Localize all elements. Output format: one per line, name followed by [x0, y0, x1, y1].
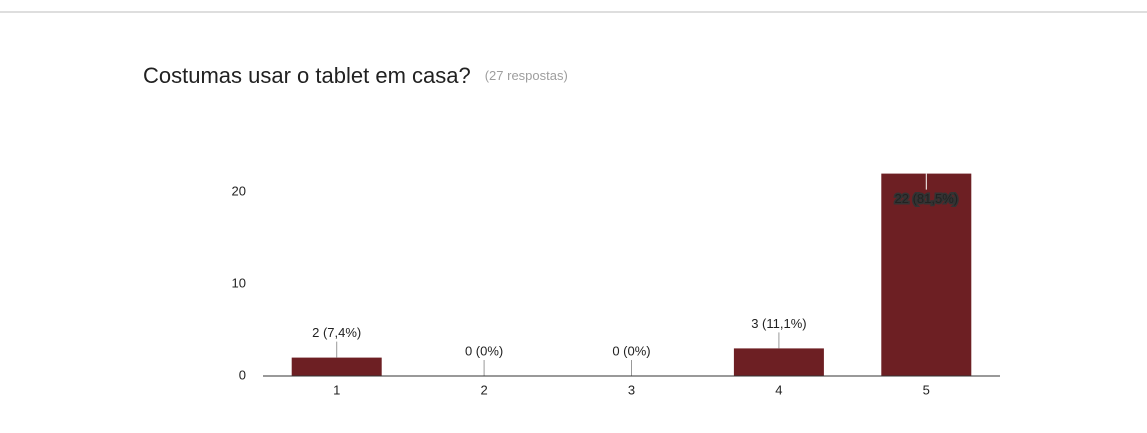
value-label: 2 (7,4%)	[312, 325, 361, 340]
chart-subtitle: (27 respostas)	[485, 68, 568, 83]
bar	[733, 348, 824, 376]
y-tick-label: 0	[239, 367, 246, 382]
x-tick-label: 4	[775, 382, 782, 397]
x-tick-label: 3	[628, 382, 635, 397]
x-tick-label: 1	[333, 382, 340, 397]
y-tick-label: 20	[232, 183, 246, 198]
x-tick-label: 2	[480, 382, 487, 397]
x-tick-label: 5	[923, 382, 930, 397]
value-label: 22 (81,5%)	[895, 191, 959, 206]
value-label: 3 (11,1%)	[751, 316, 806, 331]
value-label: 0 (0%)	[465, 343, 503, 358]
y-tick-label: 10	[232, 275, 246, 290]
bar	[881, 173, 972, 376]
chart-title: Costumas usar o tablet em casa?	[143, 63, 471, 88]
bar	[291, 357, 382, 376]
value-label: 0 (0%)	[612, 343, 650, 358]
